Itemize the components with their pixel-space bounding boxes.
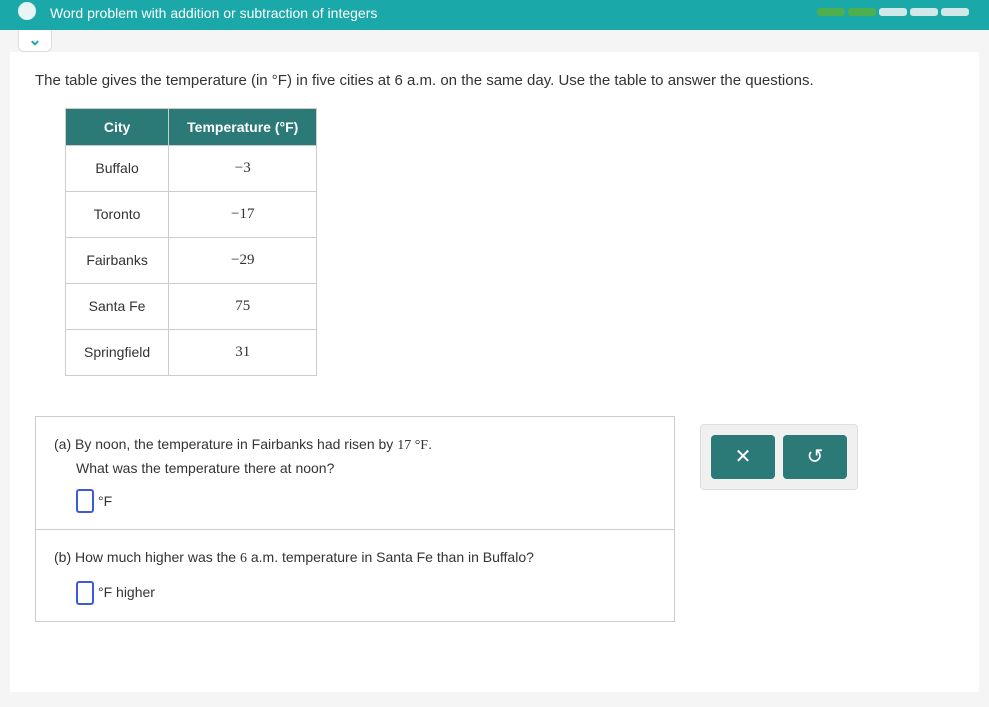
progress-segment: [879, 8, 907, 16]
question-a-line1: By noon, the temperature in Fairbanks ha…: [75, 436, 432, 452]
temperature-table: City Temperature (°F) Buffalo −3 Toronto…: [65, 108, 317, 376]
content-panel: The table gives the temperature (in °F) …: [10, 52, 979, 692]
cell-temp: −3: [169, 145, 317, 191]
progress-indicator: [817, 8, 969, 16]
cell-temp: −29: [169, 237, 317, 283]
progress-segment: [941, 8, 969, 16]
answer-a-unit: °F: [98, 490, 112, 512]
table-row: Santa Fe 75: [66, 283, 317, 329]
progress-segment: [817, 8, 845, 16]
header-indicator-dot: [18, 2, 36, 20]
progress-segment: [910, 8, 938, 16]
clear-button[interactable]: ✕: [711, 435, 775, 479]
action-controls: ✕ ↺: [700, 424, 858, 490]
expand-tab[interactable]: ⌄: [18, 28, 52, 52]
lesson-header: Word problem with addition or subtractio…: [0, 0, 989, 30]
cell-city: Toronto: [66, 191, 169, 237]
answer-b-input[interactable]: [76, 581, 94, 605]
lesson-title: Word problem with addition or subtractio…: [50, 5, 377, 21]
progress-segment: [848, 8, 876, 16]
table-header-temp: Temperature (°F): [169, 108, 317, 145]
question-a-line2: What was the temperature there at noon?: [76, 460, 334, 476]
answer-b-unit: °F higher: [98, 581, 155, 603]
cell-city: Springfield: [66, 329, 169, 375]
chevron-down-icon: ⌄: [28, 30, 41, 50]
cell-temp: 31: [169, 329, 317, 375]
cell-city: Fairbanks: [66, 237, 169, 283]
question-a: (a) By noon, the temperature in Fairbank…: [36, 417, 674, 531]
questions-container: (a) By noon, the temperature in Fairbank…: [35, 416, 675, 622]
cell-city: Santa Fe: [66, 283, 169, 329]
table-header-city: City: [66, 108, 169, 145]
table-row: Toronto −17: [66, 191, 317, 237]
problem-intro: The table gives the temperature (in °F) …: [35, 70, 954, 93]
reset-icon: ↺: [807, 444, 824, 469]
cell-city: Buffalo: [66, 145, 169, 191]
cell-temp: 75: [169, 283, 317, 329]
question-b-text: How much higher was the 6 a.m. temperatu…: [75, 549, 534, 565]
x-icon: ✕: [735, 444, 752, 469]
table-row: Fairbanks −29: [66, 237, 317, 283]
reset-button[interactable]: ↺: [783, 435, 847, 479]
table-row: Buffalo −3: [66, 145, 317, 191]
answer-a-input[interactable]: [76, 489, 94, 513]
question-b-label: (b): [54, 549, 71, 565]
question-b: (b) How much higher was the 6 a.m. tempe…: [36, 530, 674, 620]
table-row: Springfield 31: [66, 329, 317, 375]
question-a-label: (a): [54, 436, 71, 452]
cell-temp: −17: [169, 191, 317, 237]
